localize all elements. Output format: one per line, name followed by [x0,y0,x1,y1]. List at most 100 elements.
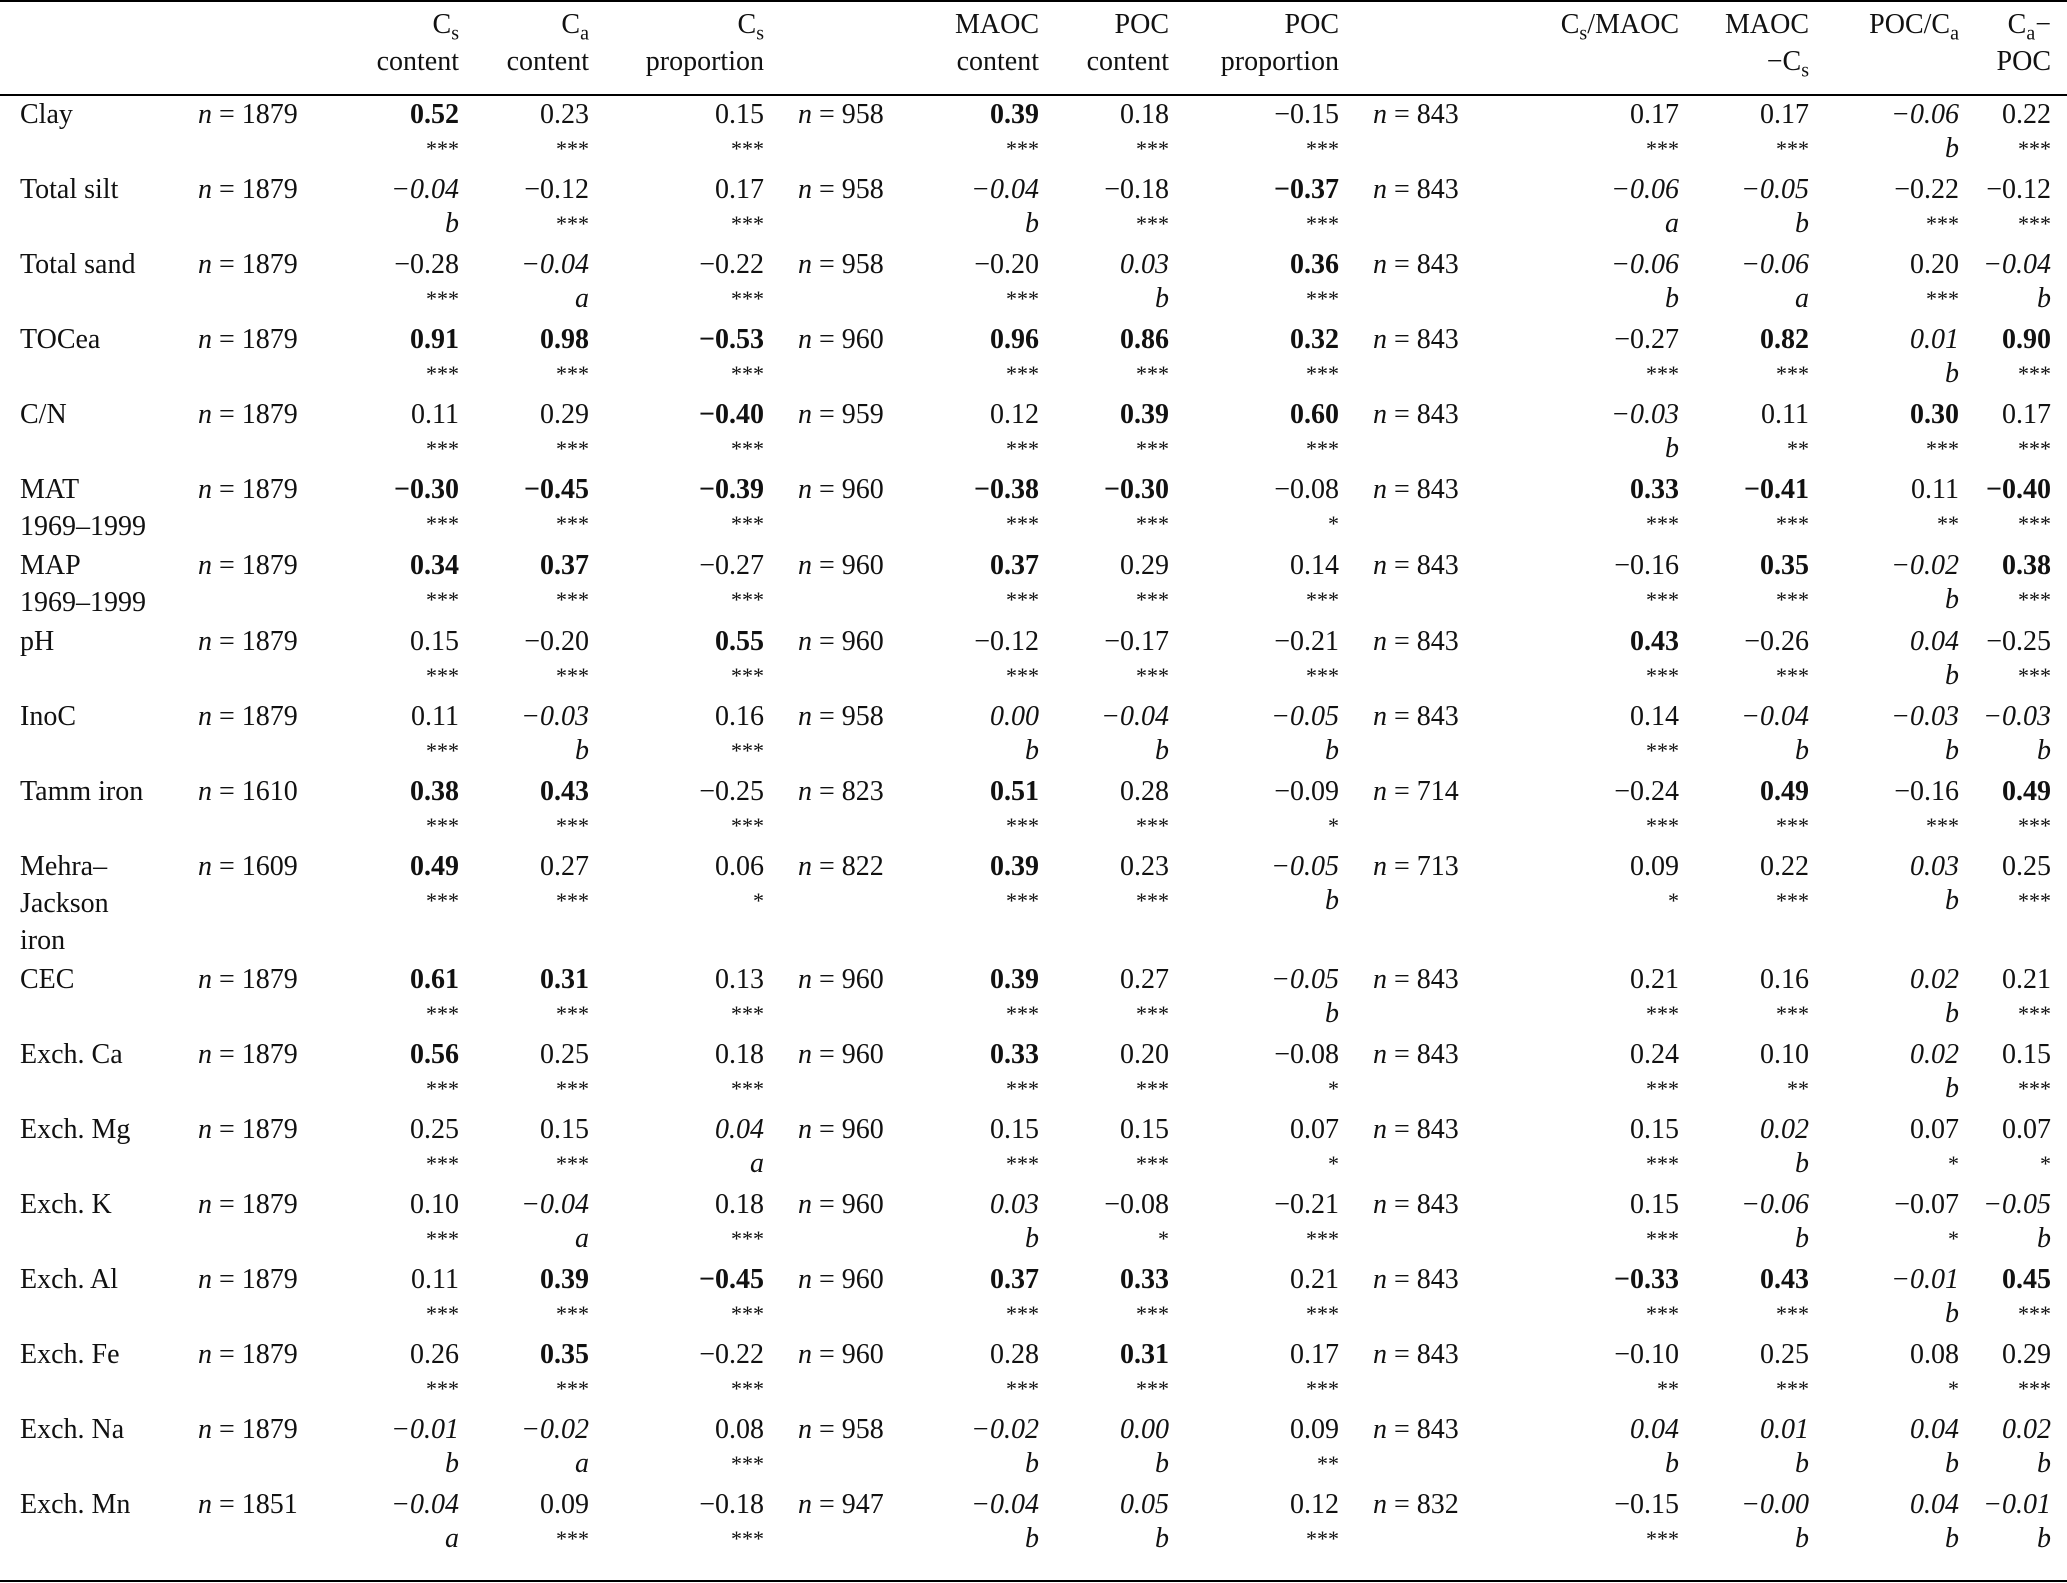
correlation-cell: 0.22 *** [1695,846,1825,959]
correlation-value: 0.00 [990,701,1039,732]
correlation-value: 0.33 [1120,1264,1169,1295]
correlation-value: 0.49 [2002,776,2051,807]
correlation-cell: 0.00 b [925,696,1055,771]
sample-size: n = 960 [780,1259,925,1334]
row-label-line: InoC [20,701,76,732]
correlation-value: 0.29 [1120,550,1169,581]
row-label: Tamm iron [0,771,180,846]
significance-marker: *** [426,587,459,612]
correlation-cell: −0.12 *** [1975,169,2067,244]
significance-marker: *** [2018,663,2051,688]
sample-size: n = 958 [780,696,925,771]
significance-marker: b [1945,1523,1959,1554]
correlation-value: −0.45 [699,1264,764,1295]
column-header-line-1: Ca [561,9,589,45]
correlation-value: −0.06 [1891,99,1959,130]
significance-marker: *** [1306,587,1339,612]
significance-marker: *** [1306,1226,1339,1251]
column-header-line-2: proportion [645,46,764,77]
significance-marker: b [1025,1223,1039,1254]
correlation-value: −0.28 [394,249,459,280]
correlation-value: 0.15 [1120,1114,1169,1145]
significance-marker: *** [731,1301,764,1326]
correlation-cell: −0.53 *** [605,319,780,394]
sample-size: n = 1879 [180,1334,350,1409]
significance-marker: * [1948,1151,1959,1176]
sample-size-value: n = 843 [1373,626,1459,657]
column-header-line-2: −Cs [1766,46,1809,82]
correlation-cell: 0.30 *** [1825,394,1975,469]
correlation-value: 0.28 [990,1339,1039,1370]
correlation-cell: 0.18 *** [605,1184,780,1259]
correlation-cell: −0.01 b [350,1409,475,1484]
correlation-value: −0.06 [1611,174,1679,205]
correlation-cell: 0.35 *** [1695,545,1825,621]
sample-size-value: n = 843 [1373,99,1459,130]
correlation-value: 0.13 [715,964,764,995]
significance-marker: b [2037,1523,2051,1554]
sample-size-value: n = 958 [798,99,884,130]
row-label: Exch. Fe [0,1334,180,1409]
sample-size: n = 1609 [180,846,350,959]
significance-marker: b [1945,1073,1959,1104]
significance-marker: b [2037,1223,2051,1254]
significance-marker: ** [1657,1376,1679,1401]
significance-marker: a [575,283,589,314]
correlation-cell: 0.08 *** [605,1409,780,1484]
correlation-value: −0.04 [971,174,1039,205]
correlation-cell: 0.04 b [1825,621,1975,696]
correlation-cell: 0.15 *** [475,1109,605,1184]
table-row: TOCea n = 1879 0.91 *** 0.98 *** −0.53 *** n = 9… [0,319,2067,394]
sample-size-value: n = 843 [1373,1264,1459,1295]
correlation-value: 0.15 [990,1114,1039,1145]
correlation-cell: −0.04 b [925,1484,1055,1559]
significance-marker: *** [1006,361,1039,386]
correlation-value: 0.43 [540,776,589,807]
table-row: Total sand n = 1879 −0.28 *** −0.04 a −0.22 ***… [0,244,2067,319]
correlation-cell: −0.38 *** [925,469,1055,545]
correlation-value: 0.37 [540,550,589,581]
correlation-cell: −0.10 ** [1515,1334,1695,1409]
sample-size: n = 843 [1355,1409,1515,1484]
significance-marker: *** [1646,511,1679,536]
correlation-value: 0.17 [1630,99,1679,130]
correlation-cell: 0.17 *** [605,169,780,244]
significance-marker: *** [1776,1001,1809,1026]
correlation-cell: 0.02 b [1695,1109,1825,1184]
correlation-cell: 0.21 *** [1515,959,1695,1034]
row-label-line: TOCea [20,324,101,355]
correlation-cell: 0.90 *** [1975,319,2067,394]
row-label-line: Total silt [20,174,119,205]
significance-marker: *** [556,1001,589,1026]
correlation-value: −0.53 [699,324,764,355]
correlation-value: 0.11 [1761,399,1809,430]
row-label: Mehra– Jackson iron [0,846,180,959]
sample-size: n = 1879 [180,1109,350,1184]
significance-marker: b [1945,133,1959,164]
significance-marker: b [1155,283,1169,314]
correlation-value: −0.22 [1894,174,1959,205]
sample-size-value: n = 1610 [198,776,298,807]
correlation-value: 0.33 [1630,474,1679,505]
sample-size: n = 822 [780,846,925,959]
correlation-value: 0.01 [1910,324,1959,355]
table-row: Mehra– Jackson iron n = 1609 0.49 *** 0.27 *** 0… [0,846,2067,959]
row-label-line: Tamm iron [20,776,144,807]
sample-size-value: n = 960 [798,626,884,657]
correlation-cell: 0.03 b [1825,846,1975,959]
correlation-value: −0.06 [1741,1189,1809,1220]
significance-marker: *** [426,1376,459,1401]
sample-size-value: n = 1879 [198,626,298,657]
correlation-cell: −0.45 *** [605,1259,780,1334]
sample-size: n = 1879 [180,394,350,469]
correlation-cell: 0.21 *** [1975,959,2067,1034]
sample-size: n = 843 [1355,621,1515,696]
significance-marker: *** [1306,361,1339,386]
correlation-cell: −0.02 b [1825,545,1975,621]
correlation-cell: 0.37 *** [925,1259,1055,1334]
correlation-value: 0.39 [990,99,1039,130]
significance-marker: *** [1306,663,1339,688]
correlation-value: 0.55 [715,626,764,657]
sample-size-value: n = 843 [1373,1414,1459,1445]
